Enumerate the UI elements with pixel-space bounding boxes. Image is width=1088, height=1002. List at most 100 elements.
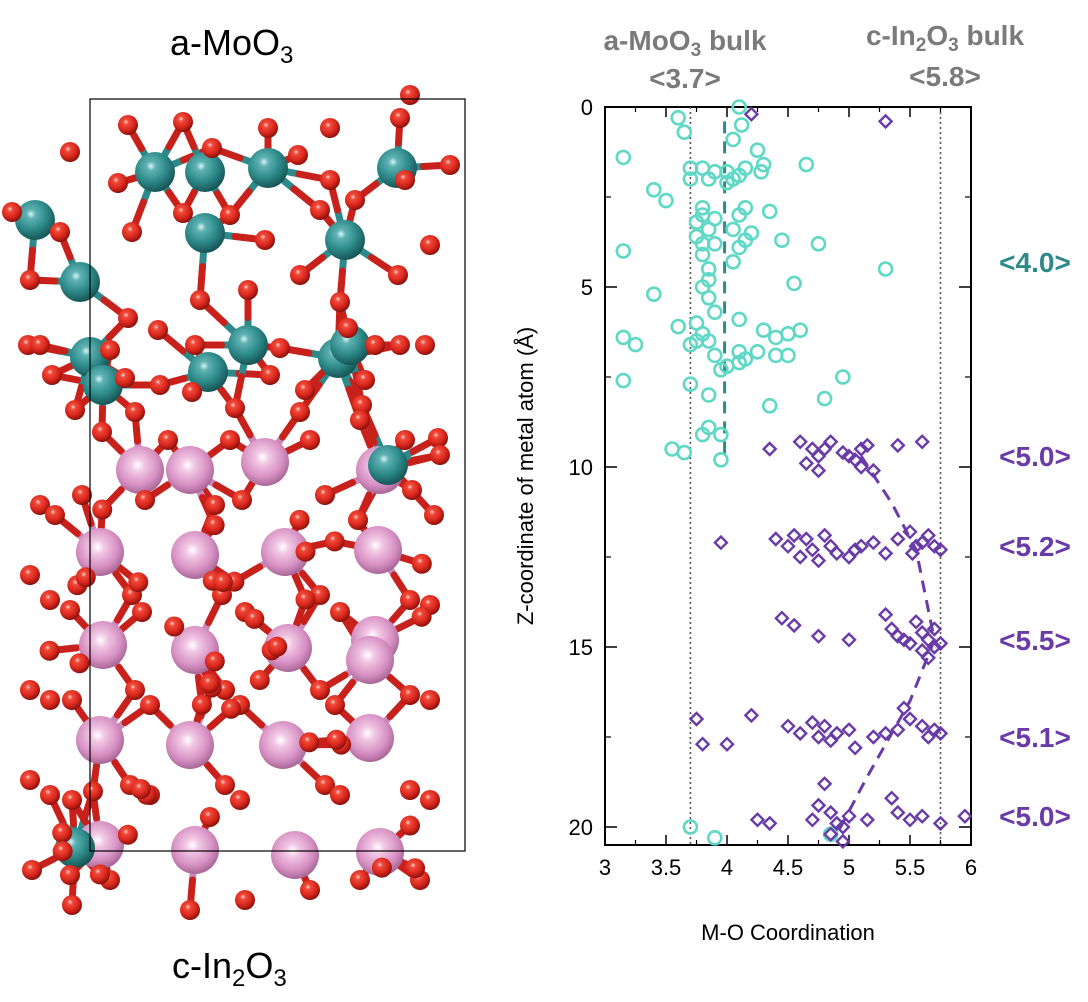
oxygen-atom	[395, 430, 415, 450]
oxygen-atom	[310, 200, 330, 220]
oxygen-atom	[220, 430, 240, 450]
oxygen-atom	[400, 85, 420, 105]
mo-data-point	[753, 164, 769, 180]
oxygen-atom	[315, 775, 335, 795]
x-tick-label: 3	[599, 855, 611, 880]
in-data-point	[902, 524, 918, 540]
in-data-point	[841, 632, 857, 648]
indium-atom	[264, 624, 312, 672]
oxygen-atom	[290, 402, 310, 422]
mo-data-point	[676, 444, 693, 461]
in-data-point	[877, 113, 894, 130]
mo-data-point	[700, 171, 717, 187]
in-data-point	[853, 538, 869, 554]
unit-cell-box	[89, 98, 466, 852]
oxygen-atom	[390, 108, 410, 128]
oxygen-atom	[60, 142, 80, 162]
in-average-trend-line	[835, 455, 936, 835]
oxygen-atom	[415, 335, 435, 355]
mo-data-point	[682, 376, 699, 393]
mo-data-point	[700, 221, 717, 238]
oxygen-atom	[52, 841, 73, 862]
in-data-point	[792, 434, 808, 450]
oxygen-atom	[40, 590, 60, 610]
mo-data-point	[694, 246, 711, 263]
mo-data-point	[713, 426, 729, 443]
mo-data-point	[835, 369, 851, 385]
mo-data-point	[713, 361, 729, 378]
in-data-point	[835, 819, 851, 835]
mo-data-point	[615, 243, 632, 259]
oxygen-atom	[191, 694, 212, 715]
in-data-point	[786, 527, 802, 544]
mo-data-point	[694, 236, 711, 252]
in-data-point	[688, 711, 705, 727]
oxygen-atom	[30, 495, 50, 515]
in-data-point	[792, 725, 808, 742]
oxygen-atom	[267, 636, 288, 657]
oxygen-atom	[300, 430, 320, 450]
y-tick-label: 15	[569, 635, 593, 660]
oxygen-atom	[205, 495, 225, 515]
indium-atom	[271, 831, 319, 879]
oxygen-atom	[428, 428, 448, 448]
oxygen-atom	[395, 170, 415, 190]
average-coordination-label: <5.1>	[999, 722, 1071, 753]
bottom-structure-label: c-In2O3	[172, 945, 287, 993]
in-data-point	[841, 722, 857, 738]
in-data-point	[957, 808, 973, 824]
molybdenum-atom	[15, 200, 55, 240]
in-data-point	[810, 797, 827, 814]
oxygen-atom	[424, 505, 444, 525]
mo-data-point	[733, 117, 750, 133]
x-tick-label: 3.5	[651, 855, 682, 880]
average-coordination-label: <5.2>	[999, 531, 1071, 562]
mo-data-point	[774, 232, 790, 248]
oxygen-atom	[295, 589, 316, 610]
in-data-point	[896, 632, 912, 648]
in-data-point	[798, 531, 814, 547]
in-data-point	[865, 534, 882, 551]
in-data-point	[859, 812, 875, 828]
in-data-point	[835, 833, 851, 850]
oxygen-atom	[62, 790, 82, 810]
mo-data-point	[670, 110, 687, 126]
oxygen-atom	[232, 490, 252, 510]
oxygen-atom	[140, 695, 160, 715]
oxygen-atom	[295, 541, 316, 562]
in-data-point	[829, 545, 845, 562]
oxygen-atom	[52, 822, 73, 843]
x-axis-label: M-O Coordination	[701, 920, 875, 945]
header-in2o3-bulk: c-In2O3 bulk	[866, 20, 1024, 56]
oxygen-atom	[365, 335, 385, 355]
mo-data-point	[755, 322, 772, 339]
oxygen-atom	[173, 203, 193, 223]
oxygen-atom	[420, 790, 440, 810]
oxygen-atom	[72, 485, 92, 505]
average-coordination-label: <5.0>	[999, 441, 1071, 472]
in-data-point	[890, 722, 906, 738]
oxygen-atom	[202, 138, 222, 158]
oxygen-atom	[215, 775, 235, 795]
mo-data-point	[731, 99, 748, 115]
oxygen-atom	[430, 445, 450, 465]
in-data-point	[932, 725, 949, 742]
oxygen-atom	[299, 732, 320, 753]
in-data-point	[804, 542, 821, 558]
oxygen-atom	[158, 430, 178, 450]
mo-data-point	[706, 304, 723, 321]
mo-data-point	[786, 275, 802, 292]
in-data-point	[804, 812, 821, 828]
indium-atom	[116, 446, 164, 494]
molybdenum-atom	[188, 352, 228, 392]
oxygen-atom	[65, 400, 85, 420]
in-data-point	[823, 826, 839, 842]
oxygen-atom	[100, 340, 120, 360]
mo-data-point	[725, 253, 741, 270]
in-data-point	[810, 552, 827, 569]
mo-data-point	[731, 311, 748, 328]
mo-data-point	[700, 289, 717, 306]
x-tick-label: 4.5	[773, 855, 804, 880]
oxygen-atom	[60, 600, 80, 620]
oxygen-atom	[185, 335, 205, 355]
